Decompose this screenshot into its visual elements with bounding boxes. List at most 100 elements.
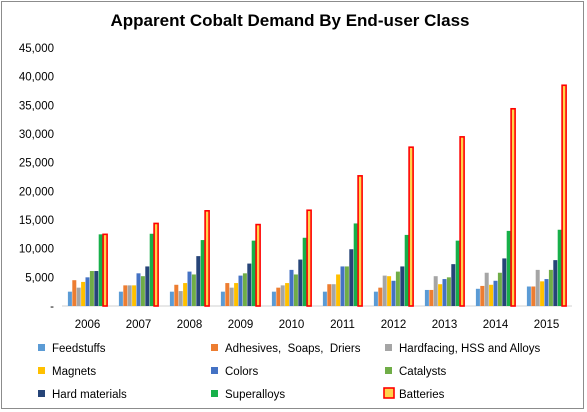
bar-magnets-2011 <box>336 274 341 306</box>
bar-feedstuffs-2006 <box>67 291 72 306</box>
bar-adhesives-soaps-driers-2009 <box>225 283 230 306</box>
bar-adhesives-soaps-driers-2010 <box>276 287 281 306</box>
bar-batteries-2014 <box>510 107 516 307</box>
bar-magnets-2010 <box>285 283 290 306</box>
x-tick-label: 2008 <box>177 319 203 331</box>
x-tick-label: 2014 <box>483 319 509 331</box>
bar-feedstuffs-2009 <box>220 291 225 306</box>
y-tick-label: 45,000 <box>19 43 54 55</box>
bar-colors-2013 <box>442 279 447 306</box>
x-tick-label: 2011 <box>330 319 355 331</box>
bar-colors-2010 <box>289 269 294 306</box>
y-tick-label: 25,000 <box>19 158 54 170</box>
legend-label: Hardfacing, HSS and Alloys <box>399 343 541 355</box>
bar-batteries-2006 <box>102 233 108 307</box>
bar-hard-materials-2013 <box>451 264 456 306</box>
bar-batteries-2008 <box>204 210 210 307</box>
y-tick-label: 40,000 <box>19 72 54 84</box>
x-tick-label: 2006 <box>75 319 101 331</box>
legend-label: Batteries <box>399 389 445 401</box>
bar-feedstuffs-2015 <box>526 286 531 306</box>
bar-magnets-2007 <box>132 285 137 306</box>
bar-hardfacing-hss-and-alloys-2009 <box>229 287 234 306</box>
bar-catalysts-2006 <box>89 271 94 306</box>
bar-feedstuffs-2010 <box>271 291 276 306</box>
bar-superalloys-2008 <box>200 240 205 306</box>
bar-adhesives-soaps-driers-2014 <box>480 285 485 306</box>
legend-label: Magnets <box>52 366 96 378</box>
bar-catalysts-2013 <box>446 277 451 306</box>
legend-label: Feedstuffs <box>52 343 106 355</box>
legend-swatch <box>38 390 45 397</box>
bar-hardfacing-hss-and-alloys-2014 <box>484 272 489 306</box>
bar-adhesives-soaps-driers-2011 <box>327 284 332 306</box>
bar-adhesives-soaps-driers-2008 <box>174 284 179 306</box>
y-axis: - 5,000 10,000 15,000 20,000 25,000 30,000 35,0… <box>19 43 54 313</box>
bar-hardfacing-hss-and-alloys-2011 <box>331 284 336 306</box>
bar-colors-2009 <box>238 275 243 306</box>
bar-hard-materials-2012 <box>400 266 405 306</box>
bar-catalysts-2008 <box>191 274 196 306</box>
bar-hard-materials-2007 <box>145 266 150 306</box>
x-tick-label: 2012 <box>381 319 407 331</box>
y-tick-label: - <box>50 301 54 313</box>
legend-label: Colors <box>225 366 258 378</box>
bar-colors-2011 <box>340 266 345 306</box>
bar-hard-materials-2010 <box>298 259 303 306</box>
bar-feedstuffs-2014 <box>475 288 480 306</box>
bar-catalysts-2010 <box>293 274 298 306</box>
y-tick-label: 30,000 <box>19 129 54 141</box>
bar-magnets-2012 <box>387 276 392 306</box>
bar-superalloys-2013 <box>455 240 460 306</box>
bar-batteries-2012 <box>408 146 414 307</box>
y-tick-label: 5,000 <box>25 272 54 284</box>
bar-batteries-2013 <box>459 136 465 307</box>
bar-hard-materials-2011 <box>349 249 354 306</box>
bar-colors-2007 <box>136 273 141 306</box>
legend-label: Adhesives, Soaps, Driers <box>225 343 361 355</box>
bar-magnets-2013 <box>438 284 443 306</box>
legend-label: Superalloys <box>225 389 285 401</box>
bar-superalloys-2010 <box>302 237 307 306</box>
bar-feedstuffs-2012 <box>373 291 378 306</box>
bar-hardfacing-hss-and-alloys-2015 <box>535 269 540 306</box>
bar-magnets-2009 <box>234 283 239 306</box>
bar-hardfacing-hss-and-alloys-2008 <box>178 291 183 306</box>
legend-swatch <box>38 367 45 374</box>
bar-superalloys-2014 <box>506 230 511 306</box>
legend-swatch <box>211 390 218 397</box>
bar-colors-2008 <box>187 271 192 306</box>
bars <box>67 84 567 307</box>
bar-hard-materials-2015 <box>553 260 558 306</box>
bar-catalysts-2009 <box>242 273 247 306</box>
chart-title: Apparent Cobalt Demand By End-user Class <box>111 11 470 30</box>
bar-magnets-2015 <box>540 281 545 306</box>
legend-swatch <box>38 344 45 351</box>
bar-superalloys-2011 <box>353 223 358 306</box>
x-tick-label: 2013 <box>432 319 458 331</box>
bar-catalysts-2011 <box>344 266 349 306</box>
bar-magnets-2014 <box>489 284 494 306</box>
bar-batteries-2009 <box>255 223 261 307</box>
bar-batteries-2010 <box>306 209 312 307</box>
bar-superalloys-2012 <box>404 234 409 306</box>
bar-feedstuffs-2011 <box>322 291 327 306</box>
x-tick-label: 2010 <box>279 319 305 331</box>
bar-superalloys-2007 <box>149 233 154 306</box>
y-tick-label: 35,000 <box>19 100 54 112</box>
legend-swatch <box>211 344 218 351</box>
bar-colors-2006 <box>85 277 90 306</box>
bar-adhesives-soaps-driers-2015 <box>531 286 536 306</box>
bar-adhesives-soaps-driers-2013 <box>429 289 434 306</box>
y-tick-label: 20,000 <box>19 186 54 198</box>
bar-hardfacing-hss-and-alloys-2012 <box>382 275 387 306</box>
y-tick-label: 10,000 <box>19 244 54 256</box>
legend-swatch <box>211 367 218 374</box>
bar-batteries-2007 <box>153 222 159 307</box>
bar-colors-2015 <box>544 279 549 306</box>
y-tick-label: 15,000 <box>19 215 54 227</box>
bar-hardfacing-hss-and-alloys-2007 <box>127 285 132 306</box>
x-tick-label: 2015 <box>534 319 560 331</box>
bar-catalysts-2014 <box>497 272 502 306</box>
